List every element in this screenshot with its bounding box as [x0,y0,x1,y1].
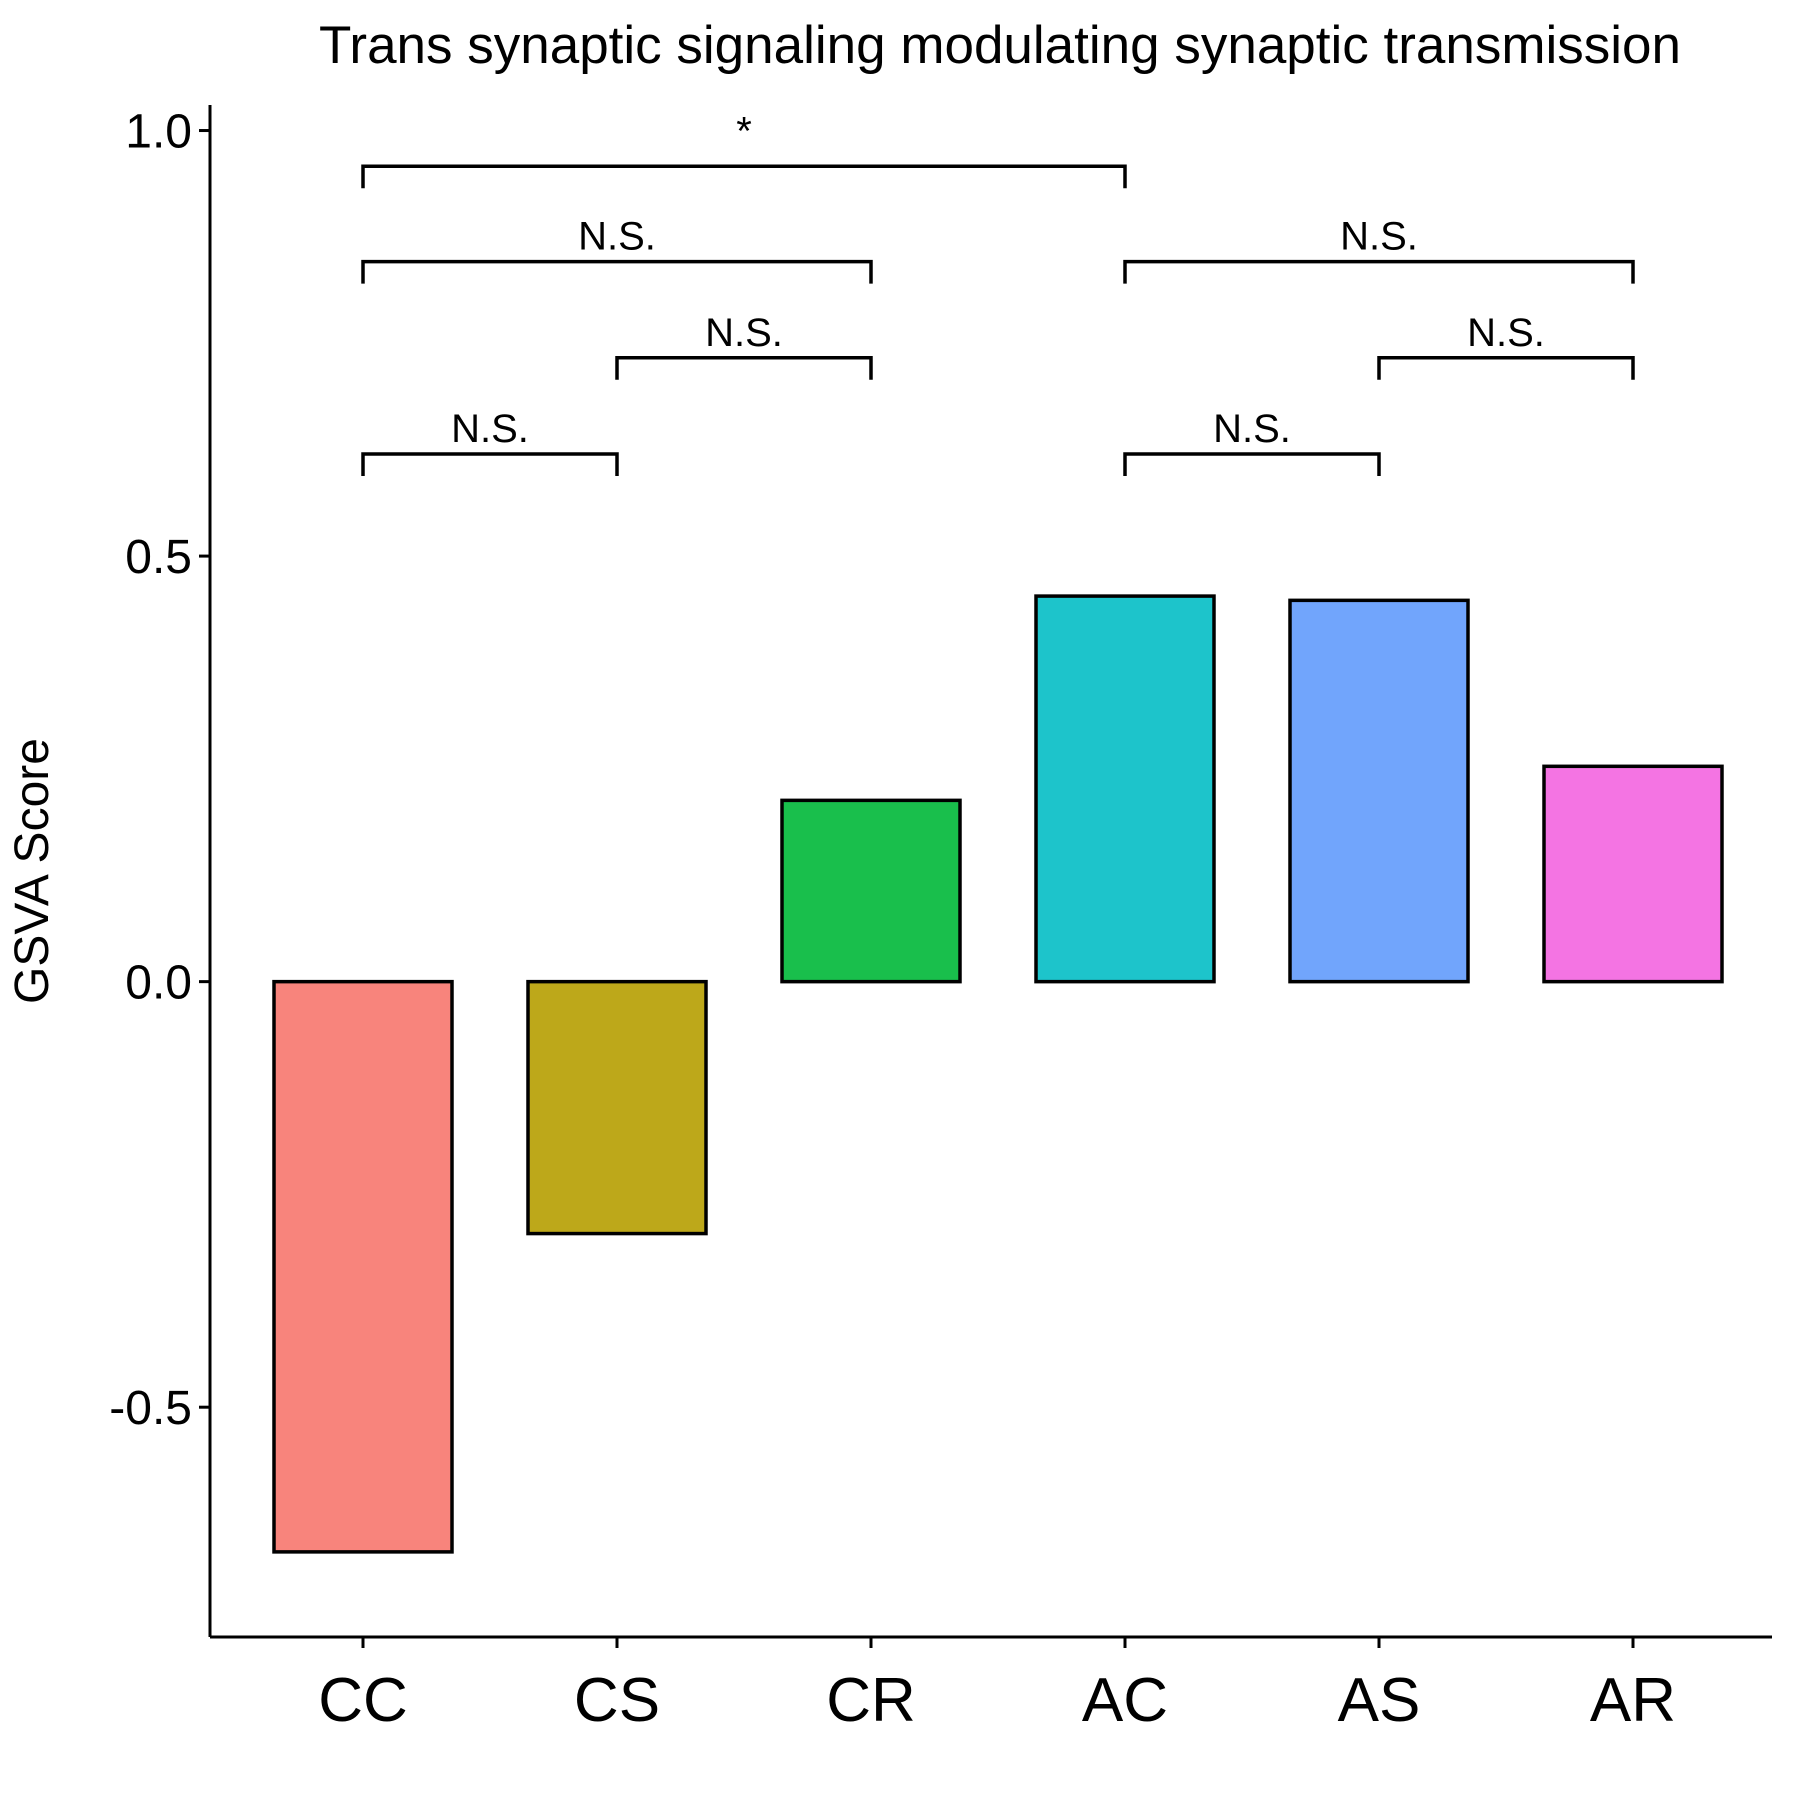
plot-area: -0.5 0.0 0.5 1.0 CC CS CR AC AS AR N.S. N.S. N.S. N.S… [109,105,1772,1735]
y-axis-label: GSVA Score [6,738,59,1004]
significance-bracket-as-ar [1377,356,1635,380]
significance-bracket-cs-cr [615,356,873,380]
significance-label: N.S. [1467,311,1545,355]
bar-ar [1542,764,1724,984]
x-tick-label-cr: CR [826,1666,916,1735]
x-tick-label-ac: AC [1082,1666,1168,1735]
bar-cc [272,979,454,1554]
significance-label: N.S. [1213,407,1291,451]
chart-title: Trans synaptic signaling modulating syna… [319,16,1681,75]
significance-bracket-cc-cr [361,259,873,284]
significance-bracket-ac-as [1123,452,1381,476]
x-tick-label-cc: CC [318,1666,408,1735]
y-tick-label: 0.0 [125,957,192,1010]
x-tick-label-ar: AR [1590,1666,1676,1735]
significance-label: N.S. [705,311,783,355]
bar-as [1288,598,1470,984]
significance-bracket-cc-ac [361,164,1127,189]
significance-label: N.S. [451,407,529,451]
significance-bracket-cc-cs [361,452,619,476]
significance-label: * [736,109,752,153]
bar-cr [780,798,962,984]
x-tick-label-cs: CS [574,1666,660,1735]
bar-cs [526,979,708,1236]
x-tick-label-as: AS [1338,1666,1421,1735]
bar-ac [1034,594,1216,984]
significance-label: N.S. [1340,215,1418,259]
y-tick-label: 1.0 [125,106,192,159]
significance-label: N.S. [578,215,656,259]
y-tick-label: 0.5 [125,531,192,584]
significance-bracket-ac-ar [1123,259,1635,284]
y-tick-label: -0.5 [109,1382,192,1435]
